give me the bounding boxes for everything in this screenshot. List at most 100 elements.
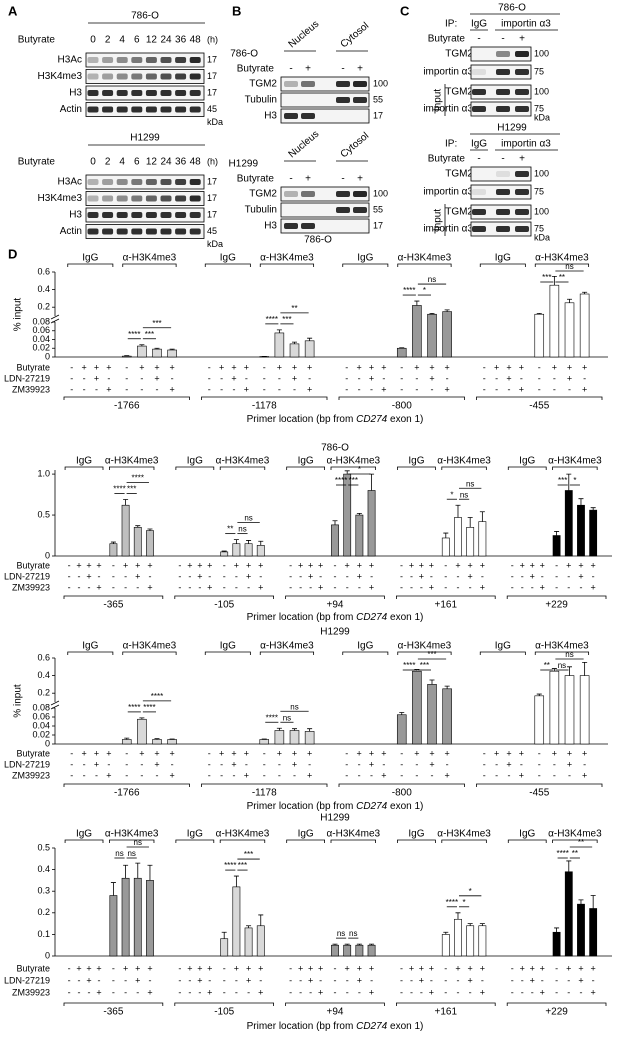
label: IgG [519, 829, 535, 840]
label: Butyrate [237, 174, 275, 185]
label: + [381, 748, 386, 758]
label: H1299 [320, 627, 350, 638]
label: + [86, 975, 91, 985]
band [353, 191, 367, 197]
label: - [520, 759, 523, 769]
sig-label: **** [446, 898, 458, 907]
label: - [289, 987, 292, 997]
bracket [175, 839, 215, 843]
label: - [107, 373, 110, 383]
label: - [148, 571, 151, 581]
label: A [8, 3, 18, 18]
label: LDN-27219 [4, 759, 50, 769]
band [116, 212, 128, 218]
label: - [346, 987, 349, 997]
label: + [567, 759, 572, 769]
label: - [263, 362, 266, 372]
band [336, 207, 350, 213]
label: + [369, 560, 374, 570]
label: 75 [534, 66, 544, 76]
label: - [112, 571, 115, 581]
label: - [483, 384, 486, 394]
label: 48 [190, 35, 202, 46]
x-axis-label-part: CD274 [356, 1021, 388, 1032]
sig-label: * [469, 887, 472, 896]
label: + [154, 373, 159, 383]
error-bar [578, 899, 584, 905]
label: - [358, 384, 361, 394]
band [87, 195, 99, 202]
band [145, 73, 157, 80]
error-bar [567, 298, 572, 303]
band [284, 223, 298, 229]
label: - [125, 770, 128, 780]
label: - [124, 571, 127, 581]
bar [534, 695, 545, 745]
label: - [345, 373, 348, 383]
bar [256, 925, 265, 957]
error-bar [369, 473, 375, 491]
band [496, 89, 510, 95]
bracket [507, 466, 547, 470]
label: - [198, 987, 201, 997]
label: + [480, 560, 485, 570]
label: - [208, 571, 211, 581]
label: - [531, 987, 534, 997]
label: + [219, 362, 224, 372]
bracket [109, 466, 155, 470]
band [515, 51, 529, 57]
label: IgG [82, 641, 98, 652]
label: + [308, 975, 313, 985]
label: H3Ac [58, 55, 82, 66]
label: - [358, 987, 361, 997]
label: + [246, 975, 251, 985]
label: - [410, 987, 413, 997]
label: + [369, 963, 374, 973]
label: - [68, 987, 71, 997]
axis-break [50, 314, 60, 320]
label: - [309, 987, 312, 997]
label: - [538, 373, 541, 383]
error-bar [551, 276, 557, 286]
label: α-H3K4me3 [326, 829, 380, 840]
bar [367, 944, 376, 957]
band [116, 228, 128, 235]
label: ZM39923 [12, 987, 50, 997]
label: + [444, 748, 449, 758]
band [131, 106, 143, 113]
label: - [334, 975, 337, 985]
label: + [307, 770, 312, 780]
label: - [334, 571, 337, 581]
label: + [96, 987, 101, 997]
label: - [124, 987, 127, 997]
label: 786-O [498, 3, 526, 14]
label: - [568, 770, 571, 780]
label: - [171, 759, 174, 769]
band [160, 73, 172, 80]
error-bar [344, 470, 350, 475]
error-bar [467, 923, 473, 926]
label: + [197, 975, 202, 985]
label: - [511, 987, 514, 997]
label: +229 [545, 1007, 568, 1018]
label: -455 [529, 788, 549, 799]
label: - [178, 975, 181, 985]
y-tick-label: 0.08 [32, 702, 50, 712]
label: - [83, 759, 86, 769]
label: - [400, 987, 403, 997]
label: -365 [103, 600, 123, 611]
bar [549, 670, 560, 745]
label: + [567, 373, 572, 383]
label: α-H3K4me3 [535, 253, 589, 264]
label: α-H3K4me3 [123, 641, 177, 652]
error-bar [582, 291, 588, 294]
label: 17 [207, 209, 217, 219]
x-axis-label-part: exon 1) [387, 612, 423, 623]
label: - [308, 759, 311, 769]
label: 17 [207, 87, 217, 97]
label: α-H3K4me3 [105, 456, 159, 467]
label: + [207, 582, 212, 592]
error-bar [455, 504, 461, 518]
error-bar [154, 738, 160, 740]
label: + [357, 571, 362, 581]
